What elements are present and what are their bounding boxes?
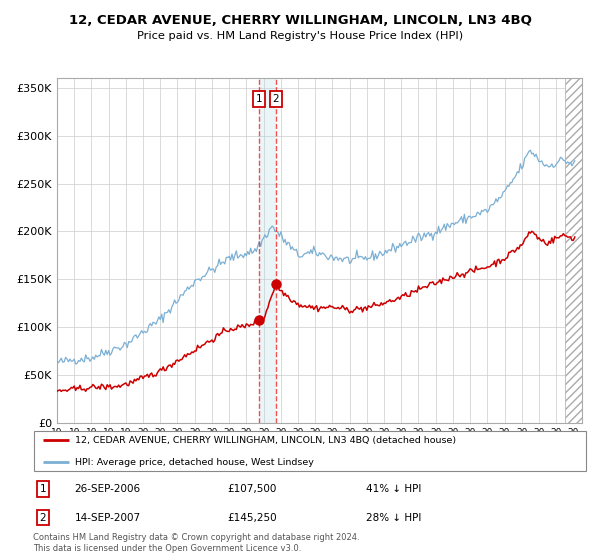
Text: 28% ↓ HPI: 28% ↓ HPI [366,513,421,523]
Text: £107,500: £107,500 [227,484,277,494]
Text: 12, CEDAR AVENUE, CHERRY WILLINGHAM, LINCOLN, LN3 4BQ: 12, CEDAR AVENUE, CHERRY WILLINGHAM, LIN… [68,14,532,27]
Text: 14-SEP-2007: 14-SEP-2007 [74,513,141,523]
Text: Price paid vs. HM Land Registry's House Price Index (HPI): Price paid vs. HM Land Registry's House … [137,31,463,41]
Text: Contains HM Land Registry data © Crown copyright and database right 2024.
This d: Contains HM Land Registry data © Crown c… [33,533,359,553]
Text: 1: 1 [256,94,262,104]
Text: £145,250: £145,250 [227,513,277,523]
FancyBboxPatch shape [34,431,586,472]
Text: 26-SEP-2006: 26-SEP-2006 [74,484,141,494]
Text: HPI: Average price, detached house, West Lindsey: HPI: Average price, detached house, West… [74,458,314,467]
Text: 2: 2 [40,513,46,523]
Text: 12, CEDAR AVENUE, CHERRY WILLINGHAM, LINCOLN, LN3 4BQ (detached house): 12, CEDAR AVENUE, CHERRY WILLINGHAM, LIN… [74,436,456,445]
Text: 41% ↓ HPI: 41% ↓ HPI [366,484,421,494]
Text: 1: 1 [40,484,46,494]
Bar [259,78,276,423]
Text: 2: 2 [272,94,279,104]
Bar [565,78,582,423]
